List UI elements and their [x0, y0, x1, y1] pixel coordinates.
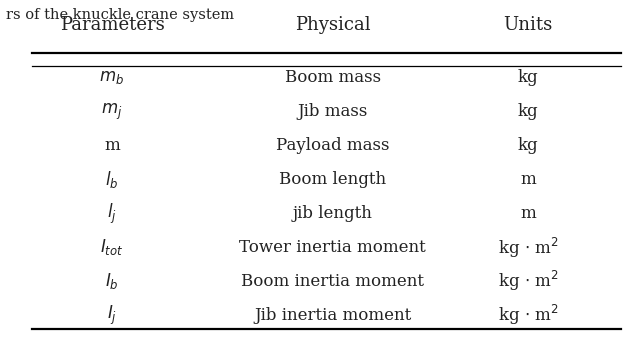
Text: jib length: jib length — [293, 205, 372, 222]
Text: kg $\cdot$ m$^2$: kg $\cdot$ m$^2$ — [498, 269, 558, 294]
Text: kg $\cdot$ m$^2$: kg $\cdot$ m$^2$ — [498, 235, 558, 260]
Text: m: m — [520, 171, 536, 188]
Text: m: m — [104, 137, 120, 154]
Text: Boom mass: Boom mass — [285, 69, 381, 86]
Text: kg: kg — [518, 103, 538, 120]
Text: rs of the knuckle crane system: rs of the knuckle crane system — [6, 8, 234, 22]
Text: Boom inertia moment: Boom inertia moment — [241, 273, 424, 290]
Text: $I_b$: $I_b$ — [105, 272, 119, 291]
Text: $I_j$: $I_j$ — [107, 304, 117, 327]
Text: Physical: Physical — [295, 16, 371, 35]
Text: kg $\cdot$ m$^2$: kg $\cdot$ m$^2$ — [498, 303, 558, 327]
Text: Tower inertia moment: Tower inertia moment — [239, 239, 426, 256]
Text: kg: kg — [518, 69, 538, 86]
Text: $m_b$: $m_b$ — [99, 69, 125, 86]
Text: Jib inertia moment: Jib inertia moment — [254, 307, 412, 324]
Text: $l_b$: $l_b$ — [105, 169, 119, 190]
Text: Jib mass: Jib mass — [298, 103, 368, 120]
Text: $l_j$: $l_j$ — [107, 201, 117, 226]
Text: Parameters: Parameters — [60, 16, 164, 35]
Text: kg: kg — [518, 137, 538, 154]
Text: $m_j$: $m_j$ — [101, 102, 123, 122]
Text: Boom length: Boom length — [279, 171, 387, 188]
Text: m: m — [520, 205, 536, 222]
Text: Units: Units — [504, 16, 552, 35]
Text: $I_{tot}$: $I_{tot}$ — [100, 238, 124, 257]
Text: Payload mass: Payload mass — [276, 137, 390, 154]
